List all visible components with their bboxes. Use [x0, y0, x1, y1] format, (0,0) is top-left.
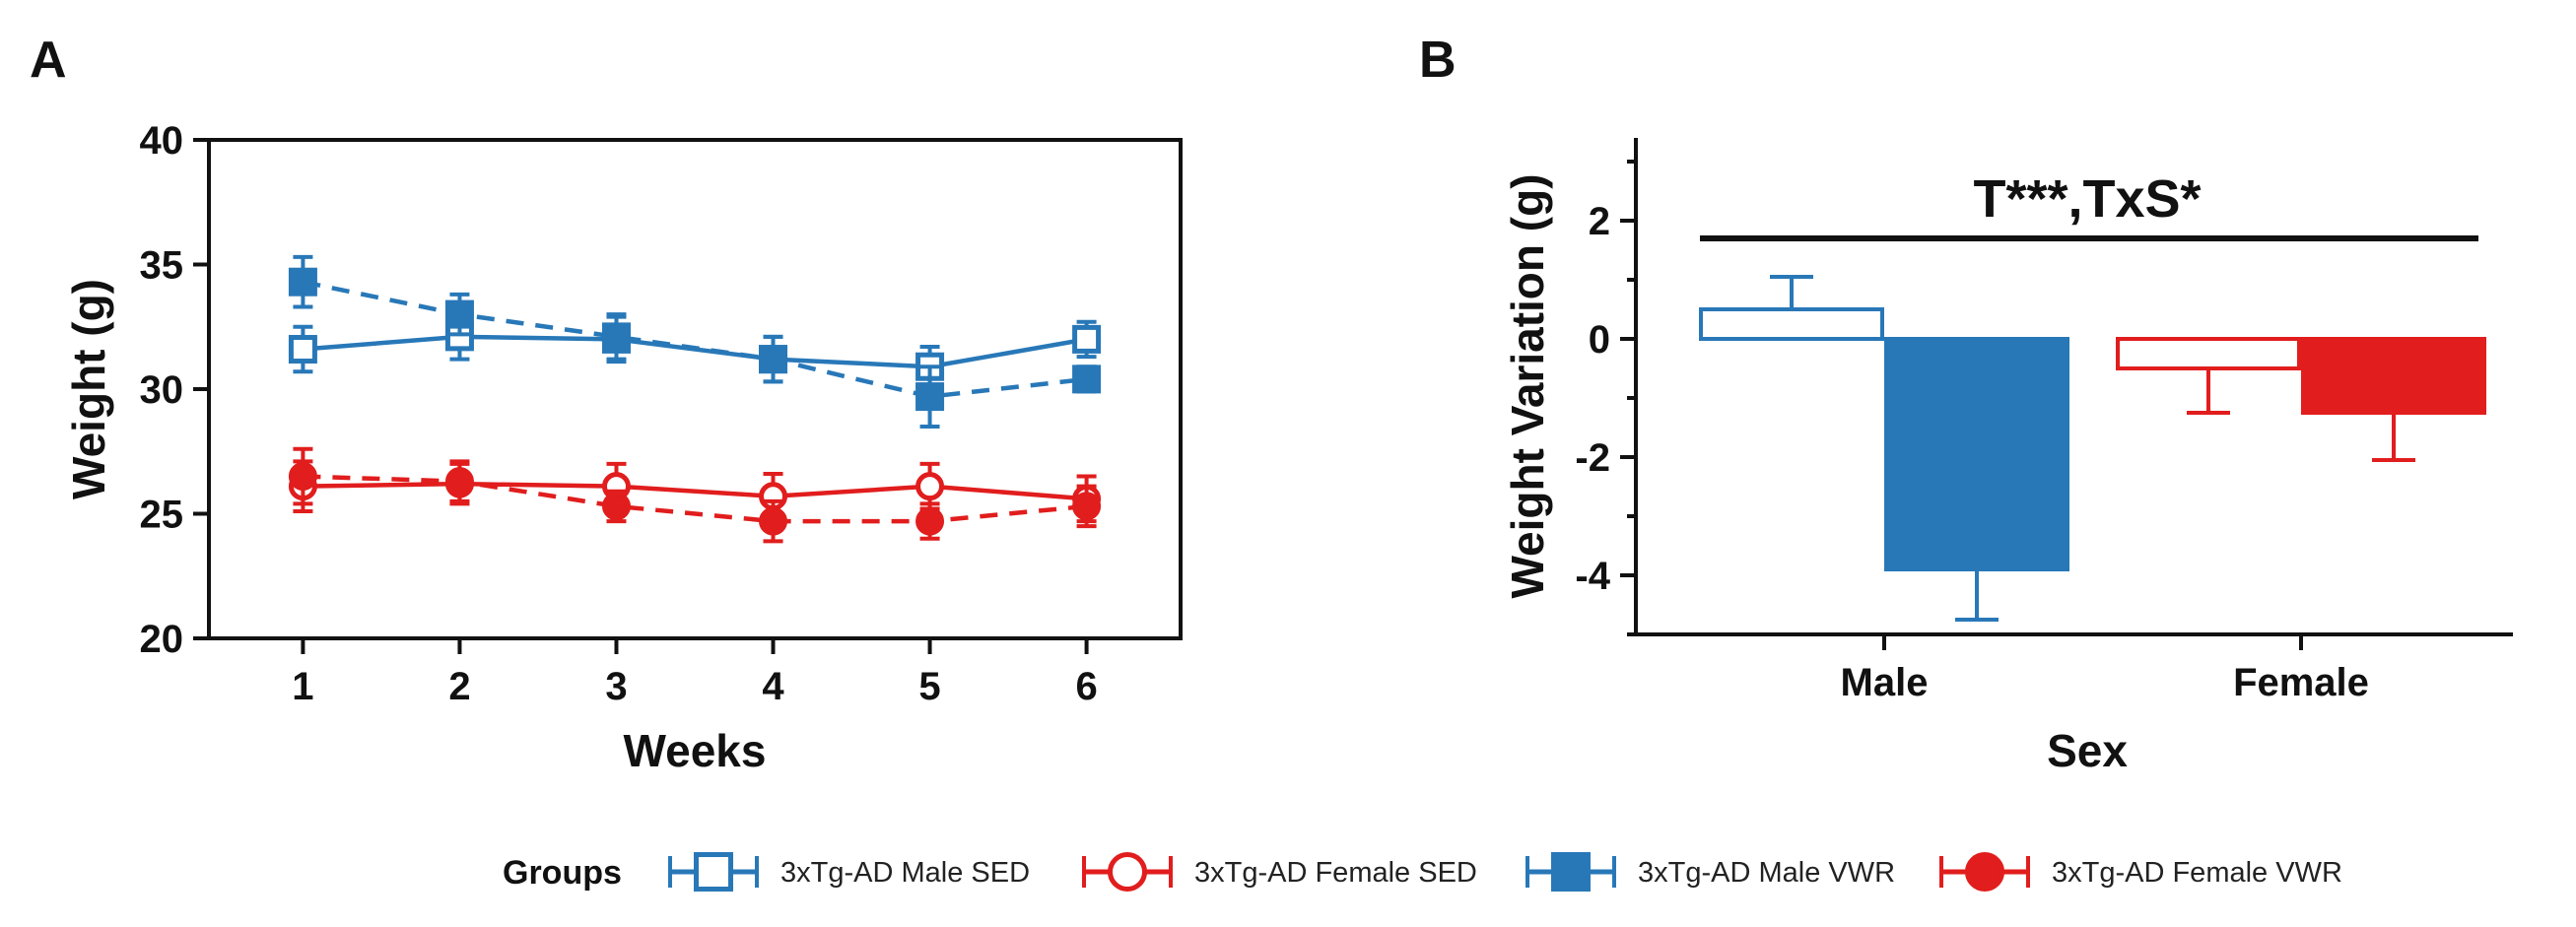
x-axis-title: Weeks [624, 725, 767, 776]
y-tick-label: -2 [1575, 436, 1610, 480]
data-point [601, 492, 631, 521]
data-point [288, 462, 317, 492]
legend-marker [694, 852, 733, 892]
series-3xtg-ad-female-vwr [288, 446, 1102, 544]
x-axis-title: Sex [2047, 725, 2128, 776]
y-tick-label: 40 [140, 119, 184, 163]
y-tick-label: 25 [140, 494, 184, 537]
x-tick-label: 1 [292, 665, 313, 708]
significance-annotation: T***,TxS* [1973, 169, 2201, 229]
data-point [444, 467, 474, 497]
data-point [915, 472, 945, 501]
bar [1699, 307, 1884, 341]
data-point [759, 506, 788, 536]
y-tick-label: 0 [1589, 318, 1610, 362]
legend-title: Groups [503, 854, 622, 892]
data-point [759, 345, 788, 374]
x-tick-label: 3 [605, 665, 627, 708]
panel-b-label: B [1419, 32, 1457, 89]
legend-label: 3xTg-AD Female VWR [2052, 857, 2342, 889]
data-point [444, 299, 474, 329]
series-line [303, 334, 1087, 369]
legend-label: 3xTg-AD Female SED [1194, 857, 1477, 889]
legend-item-3xtg-ad-female-vwr: 3xTg-AD Female VWR [1939, 852, 2342, 892]
data-point [288, 267, 317, 297]
x-tick-label: 6 [1075, 665, 1097, 708]
series-3xtg-ad-male-vwr [288, 254, 1102, 429]
category-label-male: Male [1841, 661, 1929, 704]
legend-marker [1551, 852, 1591, 892]
y-tick-label: 2 [1589, 200, 1610, 243]
y-tick-label: 35 [140, 244, 184, 288]
legend-label: 3xTg-AD Male SED [780, 857, 1030, 889]
bar-series-vwr [1884, 337, 2486, 622]
panel-a-label: A [30, 32, 67, 89]
x-tick-label: 2 [448, 665, 470, 708]
series-line [303, 474, 1087, 524]
series-line [302, 280, 1087, 399]
legend-marker [1108, 852, 1147, 892]
x-tick-label: 5 [918, 665, 940, 708]
legend-marker [1965, 852, 2004, 892]
bar-series-sed [1699, 275, 2301, 415]
y-tick-label: -4 [1575, 555, 1610, 598]
plot-frame [207, 138, 1183, 640]
y-tick-label: 30 [140, 368, 184, 412]
x-tick-label: 4 [762, 665, 784, 708]
series-3xtg-ad-male-sed [288, 312, 1102, 389]
data-point [1072, 324, 1102, 354]
data-point [1072, 492, 1102, 521]
data-point [915, 382, 945, 412]
data-point [915, 506, 945, 536]
y-tick-label: 20 [140, 618, 184, 661]
legend-label: 3xTg-AD Male VWR [1638, 857, 1895, 889]
bar [1884, 337, 2069, 571]
legend: Groups 3xTg-AD Male SED 3xTg-AD Female SED… [503, 852, 2342, 892]
legend-item-3xtg-ad-female-sed: 3xTg-AD Female SED [1082, 852, 1477, 892]
data-point [1072, 364, 1102, 394]
weight-variation-bar-chart: -4 -2 0 2 Male Female Sex Weight Variation (g) T… [1502, 138, 2513, 776]
bar [2301, 337, 2486, 415]
legend-item-3xtg-ad-male-vwr: 3xTg-AD Male VWR [1525, 852, 1895, 892]
data-point [288, 335, 317, 364]
series-line [303, 481, 1087, 501]
data-point [601, 322, 631, 352]
weight-over-weeks-chart: 20 25 30 35 40 1 2 3 4 5 6 Weeks Weight (g) [63, 119, 1183, 776]
category-label-female: Female [2233, 661, 2369, 704]
y-axis-title: Weight (g) [63, 279, 114, 499]
bar [2116, 337, 2301, 370]
y-axis-title: Weight Variation (g) [1502, 173, 1553, 598]
legend-item-3xtg-ad-male-sed: 3xTg-AD Male SED [668, 852, 1030, 892]
